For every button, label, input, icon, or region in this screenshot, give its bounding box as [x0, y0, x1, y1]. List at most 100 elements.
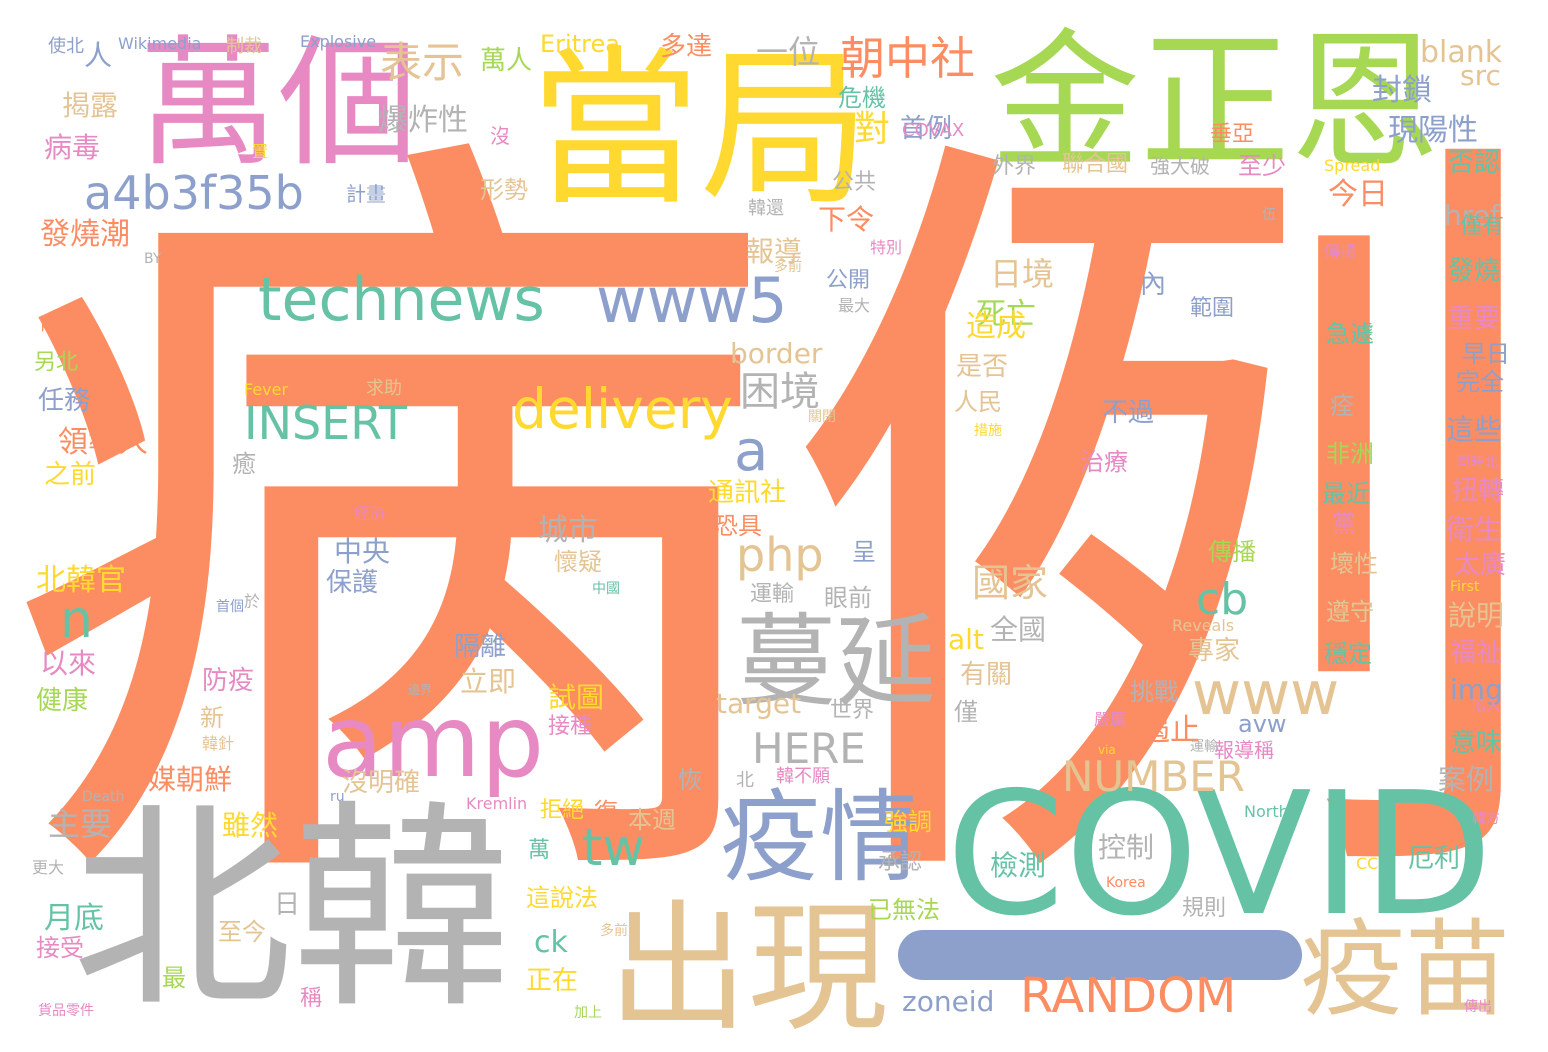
word-cloud-word: 萬: [528, 838, 551, 863]
word-cloud-word: 穩定: [1324, 640, 1372, 668]
word-cloud-word: 是否: [956, 352, 1009, 382]
word-cloud-word: 危機: [838, 84, 886, 112]
word-cloud-word: 經濟: [354, 504, 387, 523]
word-cloud-word: 人民: [954, 388, 1002, 416]
word-cloud-word: 媒朝鮮: [148, 763, 233, 796]
word-cloud-word: 僅有: [1460, 214, 1505, 239]
word-cloud-word: target: [716, 687, 802, 720]
word-cloud-word: 重要: [1448, 304, 1501, 334]
word-cloud-word: 完全: [1456, 368, 1504, 396]
word-cloud-word: 嚴厲: [1094, 710, 1127, 729]
word-cloud-word: 外界: [992, 154, 1037, 179]
word-cloud-word: avw: [1238, 710, 1287, 738]
word-cloud-word: 癒: [232, 450, 256, 478]
word-cloud-word: 關閉: [808, 409, 836, 425]
word-cloud-word: alt: [948, 623, 984, 656]
word-cloud-word: 壞性: [1330, 550, 1378, 578]
word-cloud-word: 病例: [0, 76, 1548, 984]
word-cloud-word: 最大: [838, 296, 871, 315]
word-cloud-word: 傳揚: [1324, 242, 1357, 261]
word-cloud-word: 防疫: [202, 666, 255, 696]
word-cloud-word: 接種: [548, 714, 593, 739]
word-cloud-word: 範圍: [1190, 296, 1235, 321]
word-cloud-word: tw: [582, 818, 645, 878]
word-cloud-word: 以來: [40, 647, 97, 680]
word-cloud-word: href: [1444, 199, 1500, 232]
word-cloud-word: 聯合國: [1062, 152, 1129, 177]
word-cloud-word: 韓還: [748, 198, 784, 219]
word-cloud-word: 發燒潮: [40, 217, 130, 252]
word-cloud-word: ru: [330, 789, 345, 805]
word-cloud-word: 萬個: [138, 23, 419, 186]
word-cloud-word: 強大破: [1150, 154, 1210, 178]
word-cloud-word: 當局: [530, 31, 871, 229]
word-cloud-word: 恐具: [714, 512, 762, 540]
word-cloud-word: 稱: [300, 986, 323, 1011]
word-cloud-word: 今日: [1328, 177, 1388, 212]
word-cloud-word: COVID: [946, 756, 1493, 954]
word-cloud-word: Kremlin: [466, 794, 528, 813]
word-cloud-word: via: [1098, 743, 1116, 757]
word-cloud-word: 首例: [900, 114, 953, 144]
word-cloud-word: 韓不願: [776, 766, 830, 787]
word-cloud-word: 更大: [32, 858, 65, 877]
word-cloud-word: 已無法: [868, 896, 940, 924]
word-cloud-word: 至今: [218, 918, 266, 946]
word-cloud-word: 中國: [592, 581, 620, 597]
word-cloud-word: www: [1192, 659, 1340, 729]
word-cloud-word: 現陽性: [1388, 113, 1478, 148]
word-cloud-word: 封鎖: [1372, 73, 1432, 108]
word-cloud-word: 國家: [972, 561, 1049, 605]
word-cloud-word: 萬人: [480, 46, 533, 76]
bar-shape: [898, 930, 1302, 980]
word-cloud-word: cb: [1196, 574, 1249, 625]
word-cloud-word: img: [1450, 673, 1503, 706]
word-cloud-word: 非洲: [1326, 440, 1374, 468]
word-cloud-word: 案例: [1438, 763, 1495, 796]
word-cloud-word: 月底: [44, 901, 104, 936]
word-cloud-word: 健康: [36, 686, 89, 716]
word-cloud-word: 貨品零件: [38, 1003, 94, 1019]
word-cloud-word: Explosive: [300, 32, 377, 51]
word-cloud-word: 至少: [1238, 152, 1286, 180]
word-cloud-word: Death: [82, 789, 125, 805]
word-cloud-word: border: [730, 337, 823, 370]
word-cloud-word: 人: [84, 39, 113, 72]
word-cloud-word: 措施: [974, 423, 1002, 439]
word-cloud-word: 遏止: [1140, 713, 1200, 748]
word-cloud-word: 疫情: [720, 779, 920, 896]
word-cloud-word: 日: [274, 890, 301, 920]
word-cloud-word: 隔離: [454, 632, 507, 662]
word-cloud-word: php: [736, 528, 824, 582]
word-cloud-word: 垂亞: [1210, 122, 1255, 147]
word-cloud-word: 韓針: [202, 734, 235, 753]
word-cloud-word: 眼前: [824, 584, 872, 612]
word-cloud-word: 主要: [48, 805, 113, 843]
word-cloud-word: 蔓延: [736, 603, 936, 720]
word-cloud-word: 最: [162, 964, 186, 992]
word-cloud-word: First: [1450, 579, 1480, 595]
word-cloud-word: 沒明確: [342, 768, 421, 798]
word-cloud-word: 爆炸性: [378, 103, 468, 138]
word-cloud-word: 最近: [1322, 480, 1370, 508]
word-cloud-word: 城市: [538, 513, 598, 548]
word-cloud-word: 本週: [628, 806, 676, 834]
word-cloud-word: 邊界: [408, 683, 433, 697]
word-cloud-word: 運輸: [1190, 739, 1218, 755]
word-cloud-word: 雖然: [222, 809, 279, 842]
word-cloud-word: 福祉: [1450, 638, 1503, 668]
word-cloud-word: 病毒: [44, 131, 101, 164]
word-cloud-word: technews: [258, 265, 545, 335]
word-cloud-word: 保護: [326, 568, 379, 598]
word-cloud-word: 特別: [870, 238, 903, 257]
word-cloud-word: 黨: [1332, 510, 1356, 538]
word-cloud-word: 呈: [852, 538, 876, 566]
word-cloud-word: 北韓官: [36, 563, 126, 598]
word-cloud-word: 世界: [830, 698, 875, 723]
word-cloud-word: 韓方: [1472, 811, 1500, 827]
word-cloud-word: 造成: [966, 309, 1026, 344]
word-cloud-word: Eritrea: [540, 30, 620, 58]
word-cloud-word: 首個: [216, 599, 244, 615]
word-cloud-word: 死亡: [976, 297, 1036, 332]
